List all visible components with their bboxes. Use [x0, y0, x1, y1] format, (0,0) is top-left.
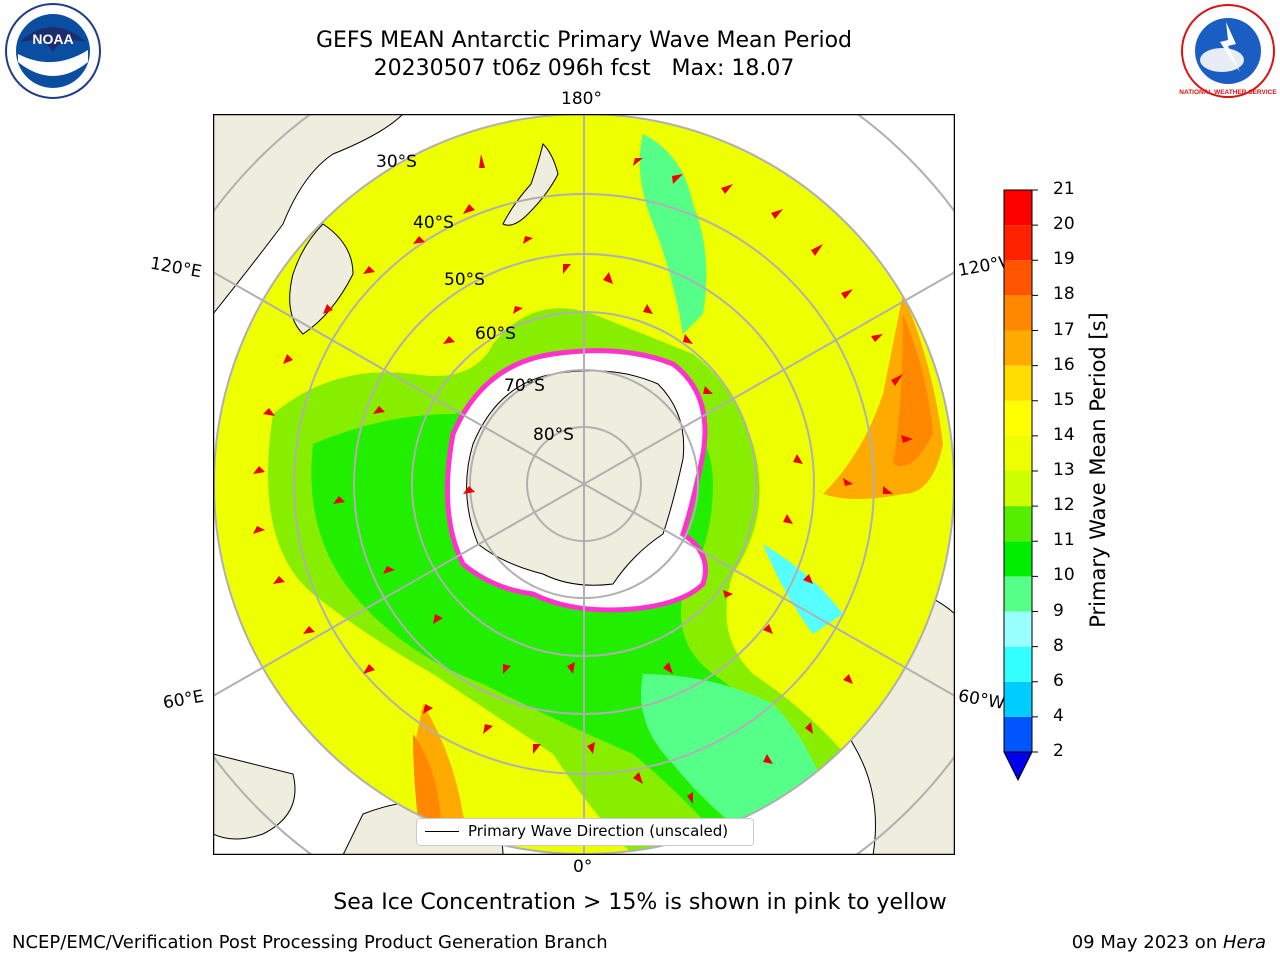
colorbar-tick-label: 16	[1053, 354, 1075, 375]
colorbar-tick-label: 19	[1053, 249, 1075, 270]
colorbar-tick-label: 10	[1053, 565, 1075, 586]
wave-direction-arrows	[253, 154, 913, 804]
lat-label-80s: 80°S	[533, 425, 574, 445]
sea-ice-caption: Sea Ice Concentration > 15% is shown in …	[333, 890, 947, 915]
colorbar-segment	[1004, 225, 1032, 261]
lat-label-30s: 30°S	[376, 152, 417, 172]
colorbar-segment	[1004, 435, 1032, 471]
colorbar-tick-label: 9	[1053, 600, 1064, 621]
lon-label-60w: 60°W	[956, 686, 1007, 714]
colorbar-tick-label: 2	[1053, 741, 1064, 761]
colorbar-tick-label: 17	[1053, 319, 1075, 340]
legend-line-icon	[425, 831, 459, 832]
colorbar-tick-label: 13	[1053, 460, 1075, 480]
colorbar-tick-label: 6	[1053, 670, 1064, 691]
colorbar-segment	[1004, 400, 1032, 436]
colorbar-segment	[1004, 260, 1032, 296]
colorbar-tick-label: 11	[1053, 530, 1075, 551]
colorbar-tick-label: 4	[1053, 705, 1064, 726]
colorbar-tick-label: 18	[1053, 284, 1075, 305]
chart-title: GEFS MEAN Antarctic Primary Wave Mean Pe…	[315, 28, 853, 53]
lon-label-120e: 120°E	[148, 253, 204, 283]
footer-date: 09 May 2023 on Hera	[1072, 932, 1266, 953]
lat-label-40s: 40°S	[413, 213, 454, 233]
colorbar-segment	[1004, 716, 1032, 752]
colorbar-segment	[1004, 471, 1032, 507]
lat-label-60s: 60°S	[475, 324, 516, 344]
colorbar-segment	[1004, 190, 1032, 226]
colorbar-tick-label: 20	[1053, 214, 1075, 235]
lon-label-180: 180°	[561, 89, 602, 109]
colorbar-extend-arrow	[1003, 751, 1033, 782]
svg-text:NATIONAL WEATHER SERVICE: NATIONAL WEATHER SERVICE	[1179, 89, 1277, 96]
chart-subtitle: 20230507 t06z 096h fcst Max: 18.07	[373, 56, 795, 81]
lat-label-50s: 50°S	[444, 270, 485, 290]
lon-label-60e: 60°E	[161, 686, 206, 714]
colorbar-segment	[1004, 330, 1032, 366]
map-legend: Primary Wave Direction (unscaled)	[416, 818, 754, 846]
colorbar-label: Primary Wave Mean Period [s]	[1086, 312, 1110, 628]
colorbar-segment	[1004, 681, 1032, 717]
colorbar-segment	[1004, 611, 1032, 647]
colorbar-tick-label: 21	[1053, 179, 1075, 199]
colorbar-segment	[1004, 541, 1032, 577]
colorbar-segment	[1004, 576, 1032, 612]
map-panel	[213, 114, 955, 855]
legend-label: Primary Wave Direction (unscaled)	[468, 822, 729, 840]
lat-label-70s: 70°S	[504, 376, 545, 396]
footer-branch: NCEP/EMC/Verification Post Processing Pr…	[12, 932, 608, 953]
colorbar-segment	[1004, 506, 1032, 542]
svg-text:NOAA: NOAA	[32, 31, 73, 47]
colorbar-tick-label: 12	[1053, 495, 1075, 516]
noaa-logo: NOAA	[5, 3, 101, 99]
footer-date-text: 09 May 2023 on	[1071, 932, 1223, 953]
colorbar-tick-label: 14	[1053, 424, 1075, 445]
colorbar-tick-label: 8	[1053, 635, 1064, 656]
colorbar-segment	[1004, 295, 1032, 331]
lon-label-0: 0°	[573, 857, 593, 877]
colorbar-tick-label: 15	[1053, 389, 1075, 410]
footer-host: Hera	[1222, 932, 1266, 953]
colorbar	[1003, 189, 1038, 782]
nws-logo: NATIONAL WEATHER SERVICE	[1179, 4, 1277, 98]
colorbar-segment	[1004, 365, 1032, 401]
colorbar-segment	[1004, 646, 1032, 682]
